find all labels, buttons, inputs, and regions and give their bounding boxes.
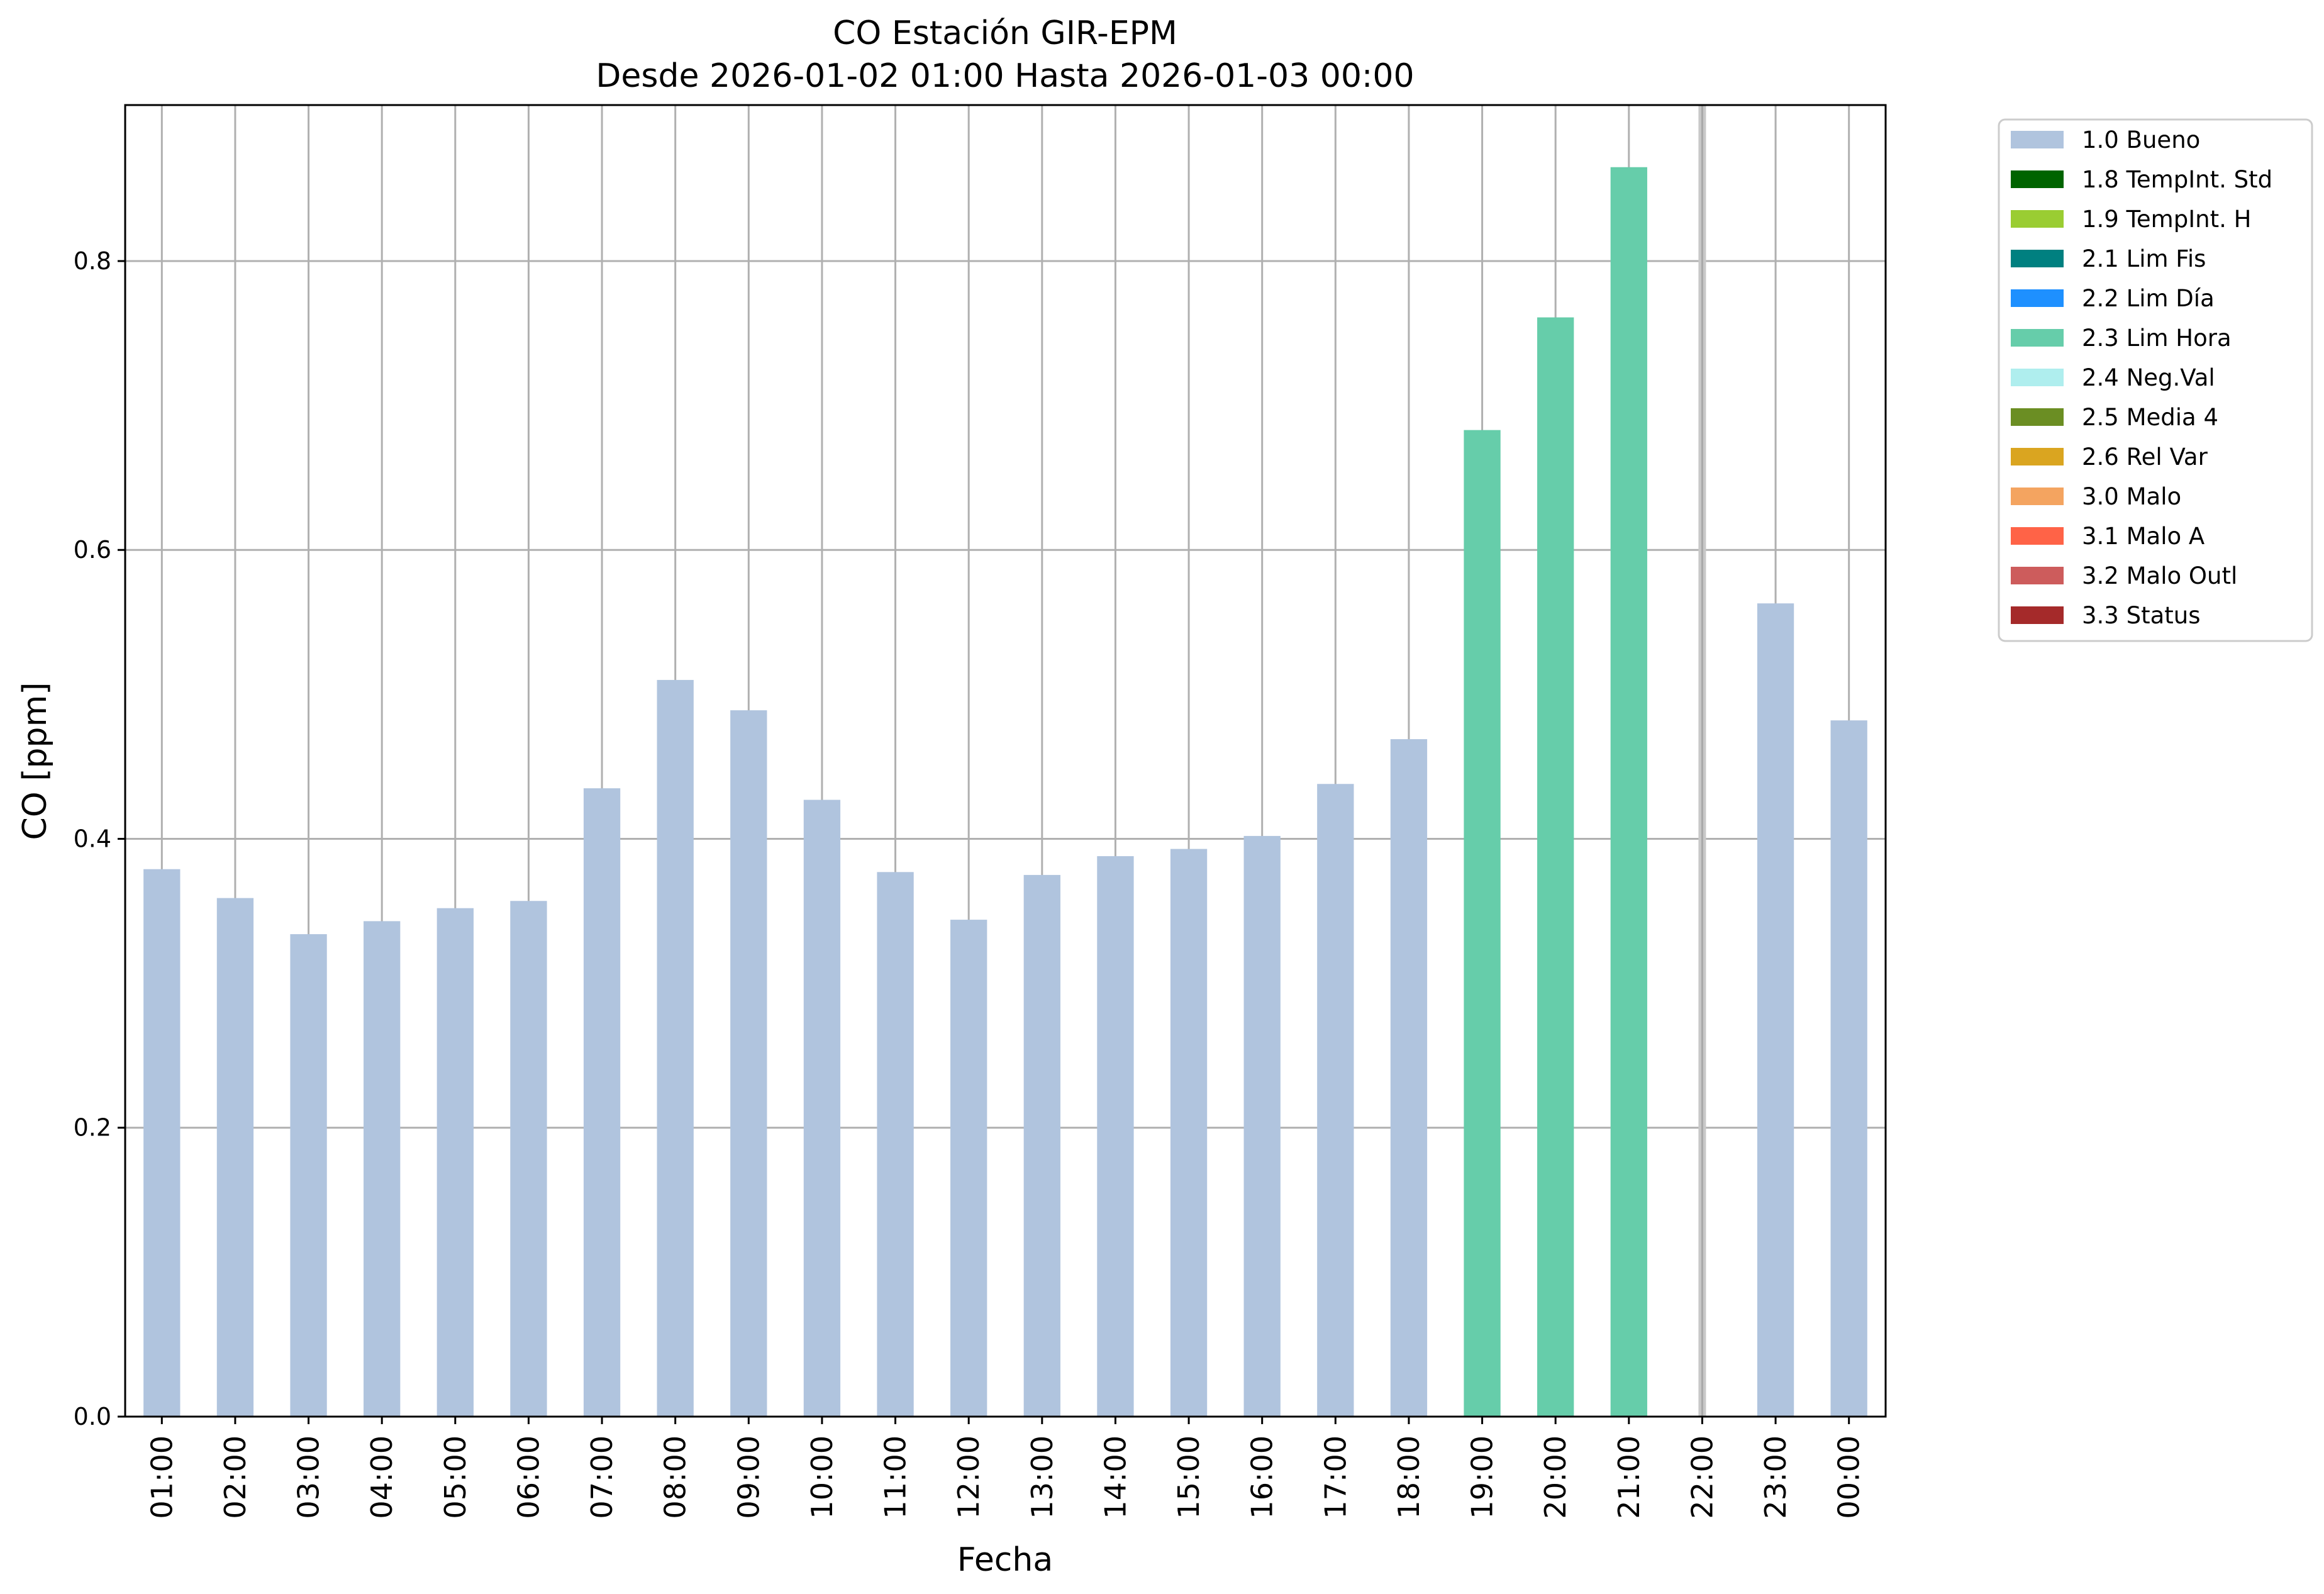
legend-label: 3.2 Malo Outl xyxy=(2082,562,2237,589)
bar-1100 xyxy=(877,872,914,1417)
chart-subtitle: Desde 2026-01-02 01:00 Hasta 2026-01-03 … xyxy=(596,57,1414,95)
bar-1400 xyxy=(1097,856,1134,1417)
x-tick-label: 00:00 xyxy=(1832,1435,1866,1519)
legend-label: 2.5 Media 4 xyxy=(2082,404,2218,431)
bar-1300 xyxy=(1023,874,1060,1417)
x-tick-label: 09:00 xyxy=(731,1435,765,1519)
x-axis-ticks: 01:00 02:00 03:00 04:00 05:00 06:00 07:00 08:00… xyxy=(145,1417,1866,1519)
x-tick-label: 15:00 xyxy=(1172,1435,1206,1519)
legend-swatch xyxy=(2011,527,2064,545)
bars xyxy=(143,167,1867,1417)
x-tick-label: 07:00 xyxy=(585,1435,619,1519)
legend-label: 2.1 Lim Fis xyxy=(2082,245,2206,272)
bar-1000 xyxy=(803,800,841,1417)
x-tick-label: 16:00 xyxy=(1245,1435,1279,1519)
y-tick-label: 0.6 xyxy=(74,536,111,564)
x-tick-label: 18:00 xyxy=(1392,1435,1426,1519)
x-tick-label: 23:00 xyxy=(1759,1435,1793,1519)
legend-swatch xyxy=(2011,408,2064,426)
legend-label: 2.6 Rel Var xyxy=(2082,443,2208,471)
legend-swatch xyxy=(2011,606,2064,624)
legend-swatch xyxy=(2011,250,2064,267)
bar-0000 xyxy=(1830,720,1867,1417)
x-tick-label: 19:00 xyxy=(1465,1435,1499,1519)
bar-0600 xyxy=(510,901,547,1417)
bar-0700 xyxy=(583,788,621,1417)
x-tick-label: 17:00 xyxy=(1318,1435,1352,1519)
x-tick-label: 20:00 xyxy=(1538,1435,1572,1519)
y-tick-label: 0.0 xyxy=(74,1403,111,1430)
legend-swatch xyxy=(2011,210,2064,228)
bar-2000 xyxy=(1537,317,1574,1417)
legend-label: 2.3 Lim Hora xyxy=(2082,325,2232,352)
legend-swatch xyxy=(2011,329,2064,347)
chart-title: CO Estación GIR-EPM xyxy=(833,14,1177,52)
x-tick-label: 05:00 xyxy=(438,1435,472,1519)
bar-0300 xyxy=(290,934,327,1417)
bar-1600 xyxy=(1243,835,1281,1417)
legend-label: 1.0 Bueno xyxy=(2082,126,2200,153)
x-tick-label: 13:00 xyxy=(1025,1435,1059,1519)
bar-0900 xyxy=(730,710,767,1417)
y-tick-label: 0.2 xyxy=(74,1114,111,1142)
legend-label: 1.8 TempInt. Std xyxy=(2082,166,2272,193)
x-tick-label: 06:00 xyxy=(511,1435,545,1519)
x-tick-label: 10:00 xyxy=(805,1435,839,1519)
bar-0800 xyxy=(657,679,694,1417)
y-tick-label: 0.4 xyxy=(74,825,111,852)
x-tick-label: 01:00 xyxy=(145,1435,179,1519)
y-axis-label: CO [ppm] xyxy=(16,682,54,840)
legend-label: 2.2 Lim Día xyxy=(2082,285,2215,312)
bar-1200 xyxy=(950,920,987,1417)
legend-label: 3.3 Status xyxy=(2082,602,2201,629)
legend-label: 1.9 TempInt. H xyxy=(2082,206,2251,233)
bar-0200 xyxy=(216,898,254,1417)
legend-swatch xyxy=(2011,369,2064,386)
x-axis-label: Fecha xyxy=(957,1541,1053,1579)
legend-box xyxy=(1998,118,2313,642)
bar-1700 xyxy=(1317,784,1354,1417)
legend-label: 2.4 Neg.Val xyxy=(2082,364,2215,391)
bar-2100 xyxy=(1610,167,1647,1417)
x-tick-label: 11:00 xyxy=(879,1435,913,1519)
x-tick-label: 02:00 xyxy=(218,1435,252,1519)
legend-swatch xyxy=(2011,488,2064,505)
y-tick-label: 0.8 xyxy=(74,247,111,275)
bar-1800 xyxy=(1390,739,1428,1417)
x-tick-label: 03:00 xyxy=(292,1435,326,1519)
bar-0400 xyxy=(364,921,401,1417)
x-tick-label: 14:00 xyxy=(1098,1435,1132,1519)
legend-swatch xyxy=(2011,448,2064,465)
plot-frame xyxy=(124,104,1887,1418)
bar-2300 xyxy=(1757,603,1794,1417)
legend-swatch xyxy=(2011,170,2064,188)
legend-swatch xyxy=(2011,289,2064,307)
bar-1900 xyxy=(1464,430,1501,1417)
x-tick-label: 08:00 xyxy=(659,1435,692,1519)
x-tick-label: 12:00 xyxy=(952,1435,986,1519)
legend-swatch xyxy=(2011,567,2064,584)
x-tick-label: 22:00 xyxy=(1685,1435,1719,1519)
legend-label: 3.0 Malo xyxy=(2082,483,2181,510)
bar-0500 xyxy=(436,908,474,1417)
x-tick-label: 21:00 xyxy=(1612,1435,1646,1519)
legend: 1.0 Bueno 1.8 TempInt. Std 1.9 TempInt. H 2… xyxy=(1998,118,2313,642)
y-axis-ticks: 0.0 0.2 0.4 0.6 0.8 xyxy=(74,247,125,1430)
bar-0100 xyxy=(143,869,181,1417)
x-tick-label: 04:00 xyxy=(365,1435,399,1519)
legend-swatch xyxy=(2011,131,2064,148)
legend-label: 3.1 Malo A xyxy=(2082,523,2204,550)
bar-1500 xyxy=(1170,849,1208,1417)
